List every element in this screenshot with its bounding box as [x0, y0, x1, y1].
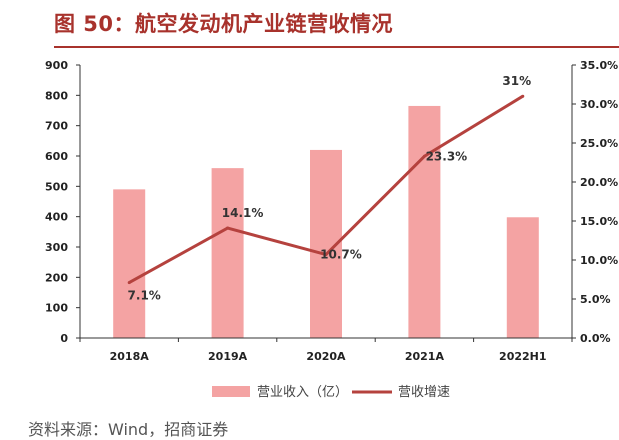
bar-2019A	[211, 168, 244, 338]
y-right-tick-label: 10.0%	[580, 254, 618, 267]
growth-point-2018A	[127, 281, 131, 285]
legend-label-line: 营收增速	[398, 385, 450, 400]
legend-swatch-bar	[212, 386, 250, 397]
y-left-tick-label: 700	[45, 120, 68, 133]
y-left-tick-label: 800	[45, 89, 68, 102]
bar-2018A	[113, 189, 146, 338]
y-left-tick-label: 900	[45, 59, 68, 72]
bar-2022H1	[506, 217, 539, 338]
y-left-tick-label: 400	[45, 211, 68, 224]
y-left-tick-label: 100	[45, 302, 68, 315]
x-tick-label: 2021A	[405, 350, 445, 363]
x-tick-label: 2018A	[110, 350, 150, 363]
figure-title: 图 50：航空发动机产业链营收情况	[54, 12, 394, 36]
y-right-tick-label: 0.0%	[580, 332, 611, 345]
y-left-tick-label: 300	[45, 241, 68, 254]
y-right-tick-label: 35.0%	[580, 59, 618, 72]
y-right-tick-label: 30.0%	[580, 98, 618, 111]
legend-label-bar: 营业收入（亿）	[257, 385, 348, 400]
growth-data-label: 23.3%	[426, 149, 468, 163]
x-tick-label: 2019A	[208, 350, 248, 363]
growth-point-2020A	[324, 253, 328, 257]
growth-data-label: 14.1%	[222, 206, 264, 220]
y-left-tick-label: 0	[60, 332, 68, 345]
y-left-tick-label: 600	[45, 150, 68, 163]
title-bar: 图 50：航空发动机产业链营收情况	[0, 0, 619, 48]
growth-point-2021A	[422, 154, 426, 158]
y-right-tick-label: 15.0%	[580, 215, 618, 228]
y-right-tick-label: 25.0%	[580, 137, 618, 150]
y-left-tick-label: 200	[45, 271, 68, 284]
x-tick-label: 2022H1	[499, 350, 546, 363]
growth-point-2022H1	[521, 94, 525, 98]
y-right-tick-label: 20.0%	[580, 176, 618, 189]
x-tick-label: 2020A	[306, 350, 346, 363]
source-note: 资料来源：Wind，招商证券	[28, 420, 229, 439]
y-right-tick-label: 5.0%	[580, 293, 611, 306]
growth-data-label: 31%	[502, 74, 531, 88]
y-left-tick-label: 500	[45, 180, 68, 193]
title-underline	[54, 46, 619, 48]
growth-data-label: 7.1%	[128, 289, 161, 303]
bar-2021A	[408, 105, 441, 338]
growth-point-2019A	[226, 226, 230, 230]
growth-data-label: 10.7%	[320, 248, 362, 262]
